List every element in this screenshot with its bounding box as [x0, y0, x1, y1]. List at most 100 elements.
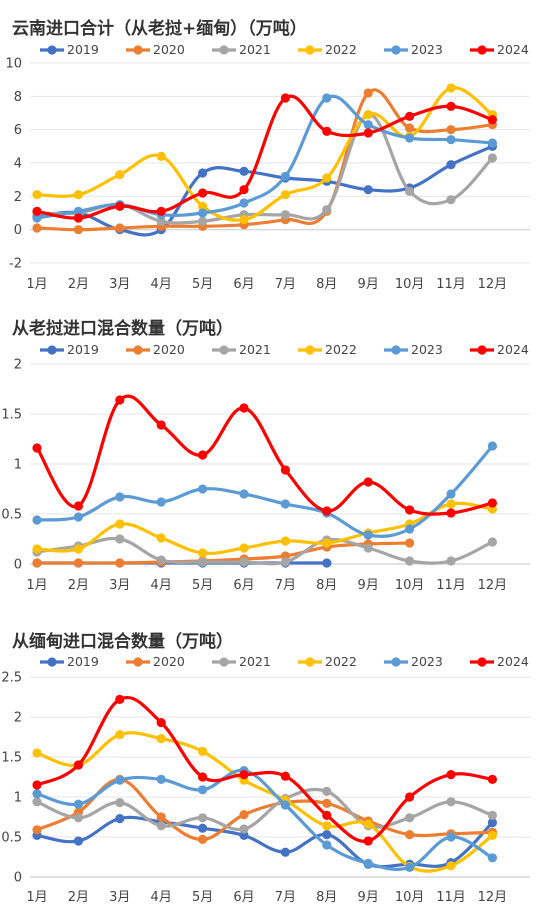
legend-swatch-marker — [305, 657, 315, 667]
data-point — [239, 166, 249, 176]
data-point — [73, 760, 83, 770]
x-tick-label: 10月 — [395, 277, 425, 292]
series-line — [35, 444, 494, 538]
y-tick-label: 0 — [14, 871, 22, 886]
data-point — [198, 548, 208, 558]
data-point — [322, 786, 332, 797]
data-point — [239, 489, 249, 499]
data-point — [363, 185, 373, 195]
x-tick-label: 8月 — [316, 890, 337, 905]
data-point — [280, 771, 290, 781]
data-point — [280, 800, 290, 810]
y-tick-label: 1.5 — [1, 408, 22, 423]
data-point — [115, 395, 125, 405]
x-tick-label: 6月 — [233, 890, 254, 905]
data-point — [280, 557, 290, 567]
legend-item-2021: 2021 — [212, 342, 271, 357]
x-tick-label: 5月 — [192, 890, 213, 905]
data-point — [32, 789, 42, 799]
y-tick-label: 4 — [14, 157, 22, 172]
data-point — [487, 853, 497, 863]
series-line — [35, 696, 494, 843]
data-point — [363, 530, 373, 540]
legend-swatch-marker — [219, 45, 229, 55]
legend-item-2024: 2024 — [470, 654, 529, 669]
data-point — [239, 198, 249, 208]
data-point — [156, 821, 166, 831]
x-tick-label: 9月 — [358, 890, 379, 905]
data-point — [198, 746, 208, 757]
data-point — [198, 557, 208, 567]
data-point — [405, 505, 415, 515]
data-point — [115, 534, 125, 544]
data-point — [322, 798, 332, 809]
y-tick-label: 2 — [14, 711, 22, 726]
legend-swatch-marker — [47, 345, 57, 355]
legend-label: 2024 — [497, 342, 529, 357]
series-2019 — [32, 814, 497, 869]
y-tick-label: 0.5 — [1, 831, 22, 846]
data-point — [322, 93, 332, 103]
x-tick-label: 5月 — [192, 578, 213, 593]
data-point — [446, 499, 456, 509]
data-point — [322, 538, 332, 548]
y-tick-label: 1 — [14, 458, 22, 473]
legend-swatch-marker — [391, 345, 401, 355]
data-point — [487, 774, 497, 785]
legend-label: 2021 — [239, 342, 271, 357]
x-tick-label: 1月 — [26, 890, 47, 905]
legend-label: 2023 — [411, 42, 443, 57]
x-tick-label: 7月 — [275, 277, 296, 292]
y-tick-label: 2.5 — [1, 671, 22, 686]
data-point — [32, 515, 42, 525]
x-tick-label: 5月 — [192, 277, 213, 292]
data-point — [32, 558, 42, 568]
data-point — [405, 133, 415, 143]
y-tick-label: 0 — [14, 223, 22, 238]
data-point — [32, 544, 42, 554]
x-tick-label: 8月 — [316, 277, 337, 292]
data-point — [115, 519, 125, 529]
data-point — [446, 861, 456, 871]
y-tick-label: -2 — [9, 257, 22, 272]
series-2024 — [32, 93, 497, 223]
legend-label: 2022 — [325, 42, 357, 57]
y-tick-label: 10 — [5, 57, 22, 72]
legend-item-2022: 2022 — [298, 42, 357, 57]
data-point — [115, 170, 125, 180]
series-line — [35, 94, 494, 220]
legend-item-2023: 2023 — [384, 654, 443, 669]
legend-item-2020: 2020 — [126, 342, 185, 357]
data-point — [239, 810, 249, 820]
data-point — [239, 543, 249, 553]
chart-3: 从缅甸进口混合数量（万吨） 0 0.5 1 1.5 2 2.5 1月 2月 3月 4月 5月 6月 7月 8… — [1, 631, 530, 905]
data-point — [198, 772, 208, 782]
data-point — [487, 810, 497, 821]
legend-label: 2023 — [411, 342, 443, 357]
data-point — [73, 544, 83, 554]
x-tick-label: 12月 — [478, 890, 508, 905]
data-point — [73, 558, 83, 568]
series-2024 — [32, 394, 497, 518]
legend-swatch-marker — [133, 657, 143, 667]
data-point — [73, 799, 83, 809]
data-point — [322, 840, 332, 850]
data-point — [322, 821, 332, 831]
data-point — [198, 450, 208, 460]
data-point — [487, 441, 497, 451]
data-point — [322, 558, 332, 568]
data-point — [322, 126, 332, 136]
x-tick-label: 6月 — [233, 578, 254, 593]
data-point — [405, 123, 415, 133]
data-point — [73, 206, 83, 216]
x-tick-label: 3月 — [109, 277, 130, 292]
data-point — [73, 813, 83, 823]
data-point — [280, 465, 290, 475]
legend-item-2022: 2022 — [298, 342, 357, 357]
data-point — [198, 216, 208, 226]
legend-label: 2019 — [67, 654, 99, 669]
y-tick-label: 1 — [14, 791, 22, 806]
data-point — [487, 537, 497, 547]
x-tick-label: 11月 — [436, 890, 466, 905]
